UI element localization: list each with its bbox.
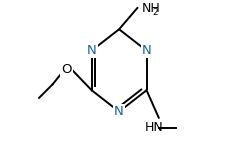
Text: O: O xyxy=(61,63,71,76)
Text: N: N xyxy=(86,44,96,57)
Text: NH: NH xyxy=(141,2,160,15)
Text: 2: 2 xyxy=(152,8,157,17)
Text: HN: HN xyxy=(144,121,163,134)
Text: N: N xyxy=(114,105,124,118)
Text: N: N xyxy=(141,44,151,57)
